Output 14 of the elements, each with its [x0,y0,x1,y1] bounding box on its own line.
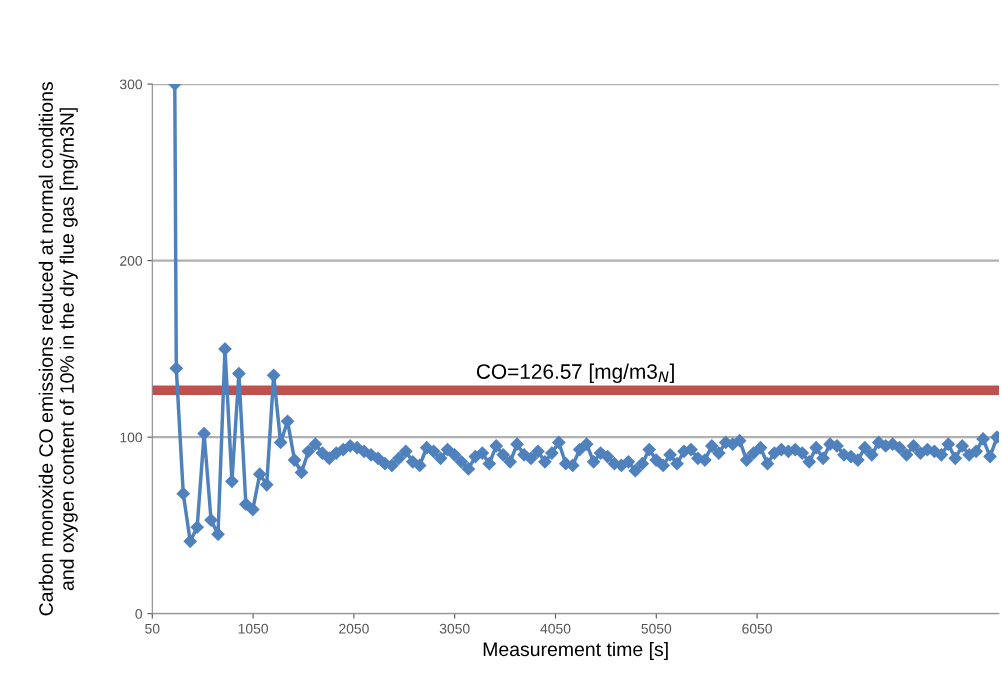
y-tick-label: 100 [120,432,143,443]
x-tick-label: 4050 [540,623,571,634]
y-tick-label: 300 [119,79,143,90]
x-tick-label: 50 [145,623,160,634]
x-tick-label: 6050 [742,623,772,634]
y-tick-label: 200 [120,255,143,266]
y-tick-label: 0 [135,609,143,619]
y-axis-title: Carbon monoxide CO emissions reduced at normal conditions and oxygen content of 10% in the dry flue gas [mg/m3N] [38,82,78,616]
ref-line-label: CO=126.57 [mg/m3$_{N}$] [476,363,674,384]
x-axis-title: Measurement time [s] [483,641,668,661]
x-tick-label: 3050 [439,623,470,634]
x-tick-label: 2050 [339,623,369,634]
x-tick-label: 1050 [238,623,269,634]
x-tick-label: 5050 [641,623,672,634]
